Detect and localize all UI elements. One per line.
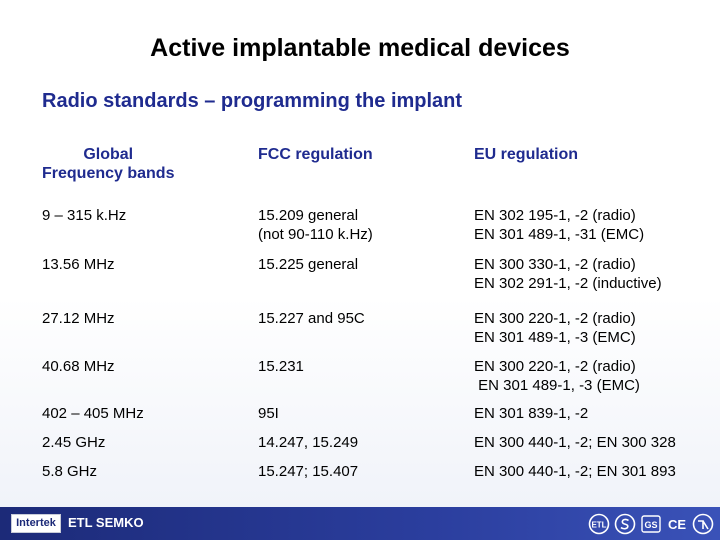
eu-regulation-cell: EN 300 440-1, -2; EN 300 328 <box>474 434 676 451</box>
eu-regulation-cell: EN 300 440-1, -2; EN 301 893 <box>474 463 676 480</box>
svg-text:GS: GS <box>644 520 657 530</box>
eu-regulation-cell: EN 300 220-1, -2 (radio) EN 301 489-1, -… <box>474 358 640 394</box>
frequency-band-cell: 13.56 MHz <box>42 256 115 273</box>
fcc-regulation-cell: 14.247, 15.249 <box>258 434 359 451</box>
slide-title: Active implantable medical devices <box>150 34 570 62</box>
footer-bar: Intertek ETL SEMKO ETL GS CE <box>0 507 720 540</box>
fcc-regulation-cell: 15.227 and 95C <box>258 310 365 327</box>
frequency-band-cell: 5.8 GHz <box>42 463 98 480</box>
header-frequency-bands: Global Frequency bands <box>42 146 175 182</box>
frequency-band-cell: 2.45 GHz <box>42 434 106 451</box>
eu-regulation-cell: EN 300 330-1, -2 (radio) EN 302 291-1, -… <box>474 256 662 292</box>
fcc-regulation-cell: 15.209 general (not 90-110 k.Hz) <box>258 207 373 243</box>
header-fcc-regulation: FCC regulation <box>258 146 373 163</box>
fcc-regulation-cell: 15.231 <box>258 358 304 375</box>
frequency-band-cell: 27.12 MHz <box>42 310 115 327</box>
frequency-band-cell: 9 – 315 k.Hz <box>42 207 127 224</box>
gost-mark-icon <box>692 513 714 534</box>
eu-regulation-cell: EN 302 195-1, -2 (radio) EN 301 489-1, -… <box>474 207 645 243</box>
fcc-regulation-cell: 95I <box>258 405 279 422</box>
fcc-regulation-cell: 15.225 general <box>258 256 359 273</box>
slide-subtitle: Radio standards – programming the implan… <box>42 90 463 112</box>
gs-mark-icon: GS <box>641 514 661 533</box>
s-mark-icon <box>614 513 636 534</box>
frequency-band-cell: 40.68 MHz <box>42 358 115 375</box>
etl-mark-icon: ETL <box>588 513 610 534</box>
fcc-regulation-cell: 15.247; 15.407 <box>258 463 359 480</box>
certification-marks: ETL GS CE <box>588 511 714 536</box>
svg-text:CE: CE <box>668 517 686 532</box>
header-eu-regulation: EU regulation <box>474 146 579 163</box>
frequency-band-cell: 402 – 405 MHz <box>42 405 144 422</box>
svg-text:ETL: ETL <box>591 520 606 529</box>
eu-regulation-cell: EN 300 220-1, -2 (radio) EN 301 489-1, -… <box>474 310 636 346</box>
eu-regulation-cell: EN 301 839-1, -2 <box>474 405 589 422</box>
intertek-logo: Intertek <box>11 514 61 533</box>
ce-mark-icon: CE <box>668 517 686 532</box>
etl-semko-brand: ETL SEMKO <box>68 515 144 530</box>
